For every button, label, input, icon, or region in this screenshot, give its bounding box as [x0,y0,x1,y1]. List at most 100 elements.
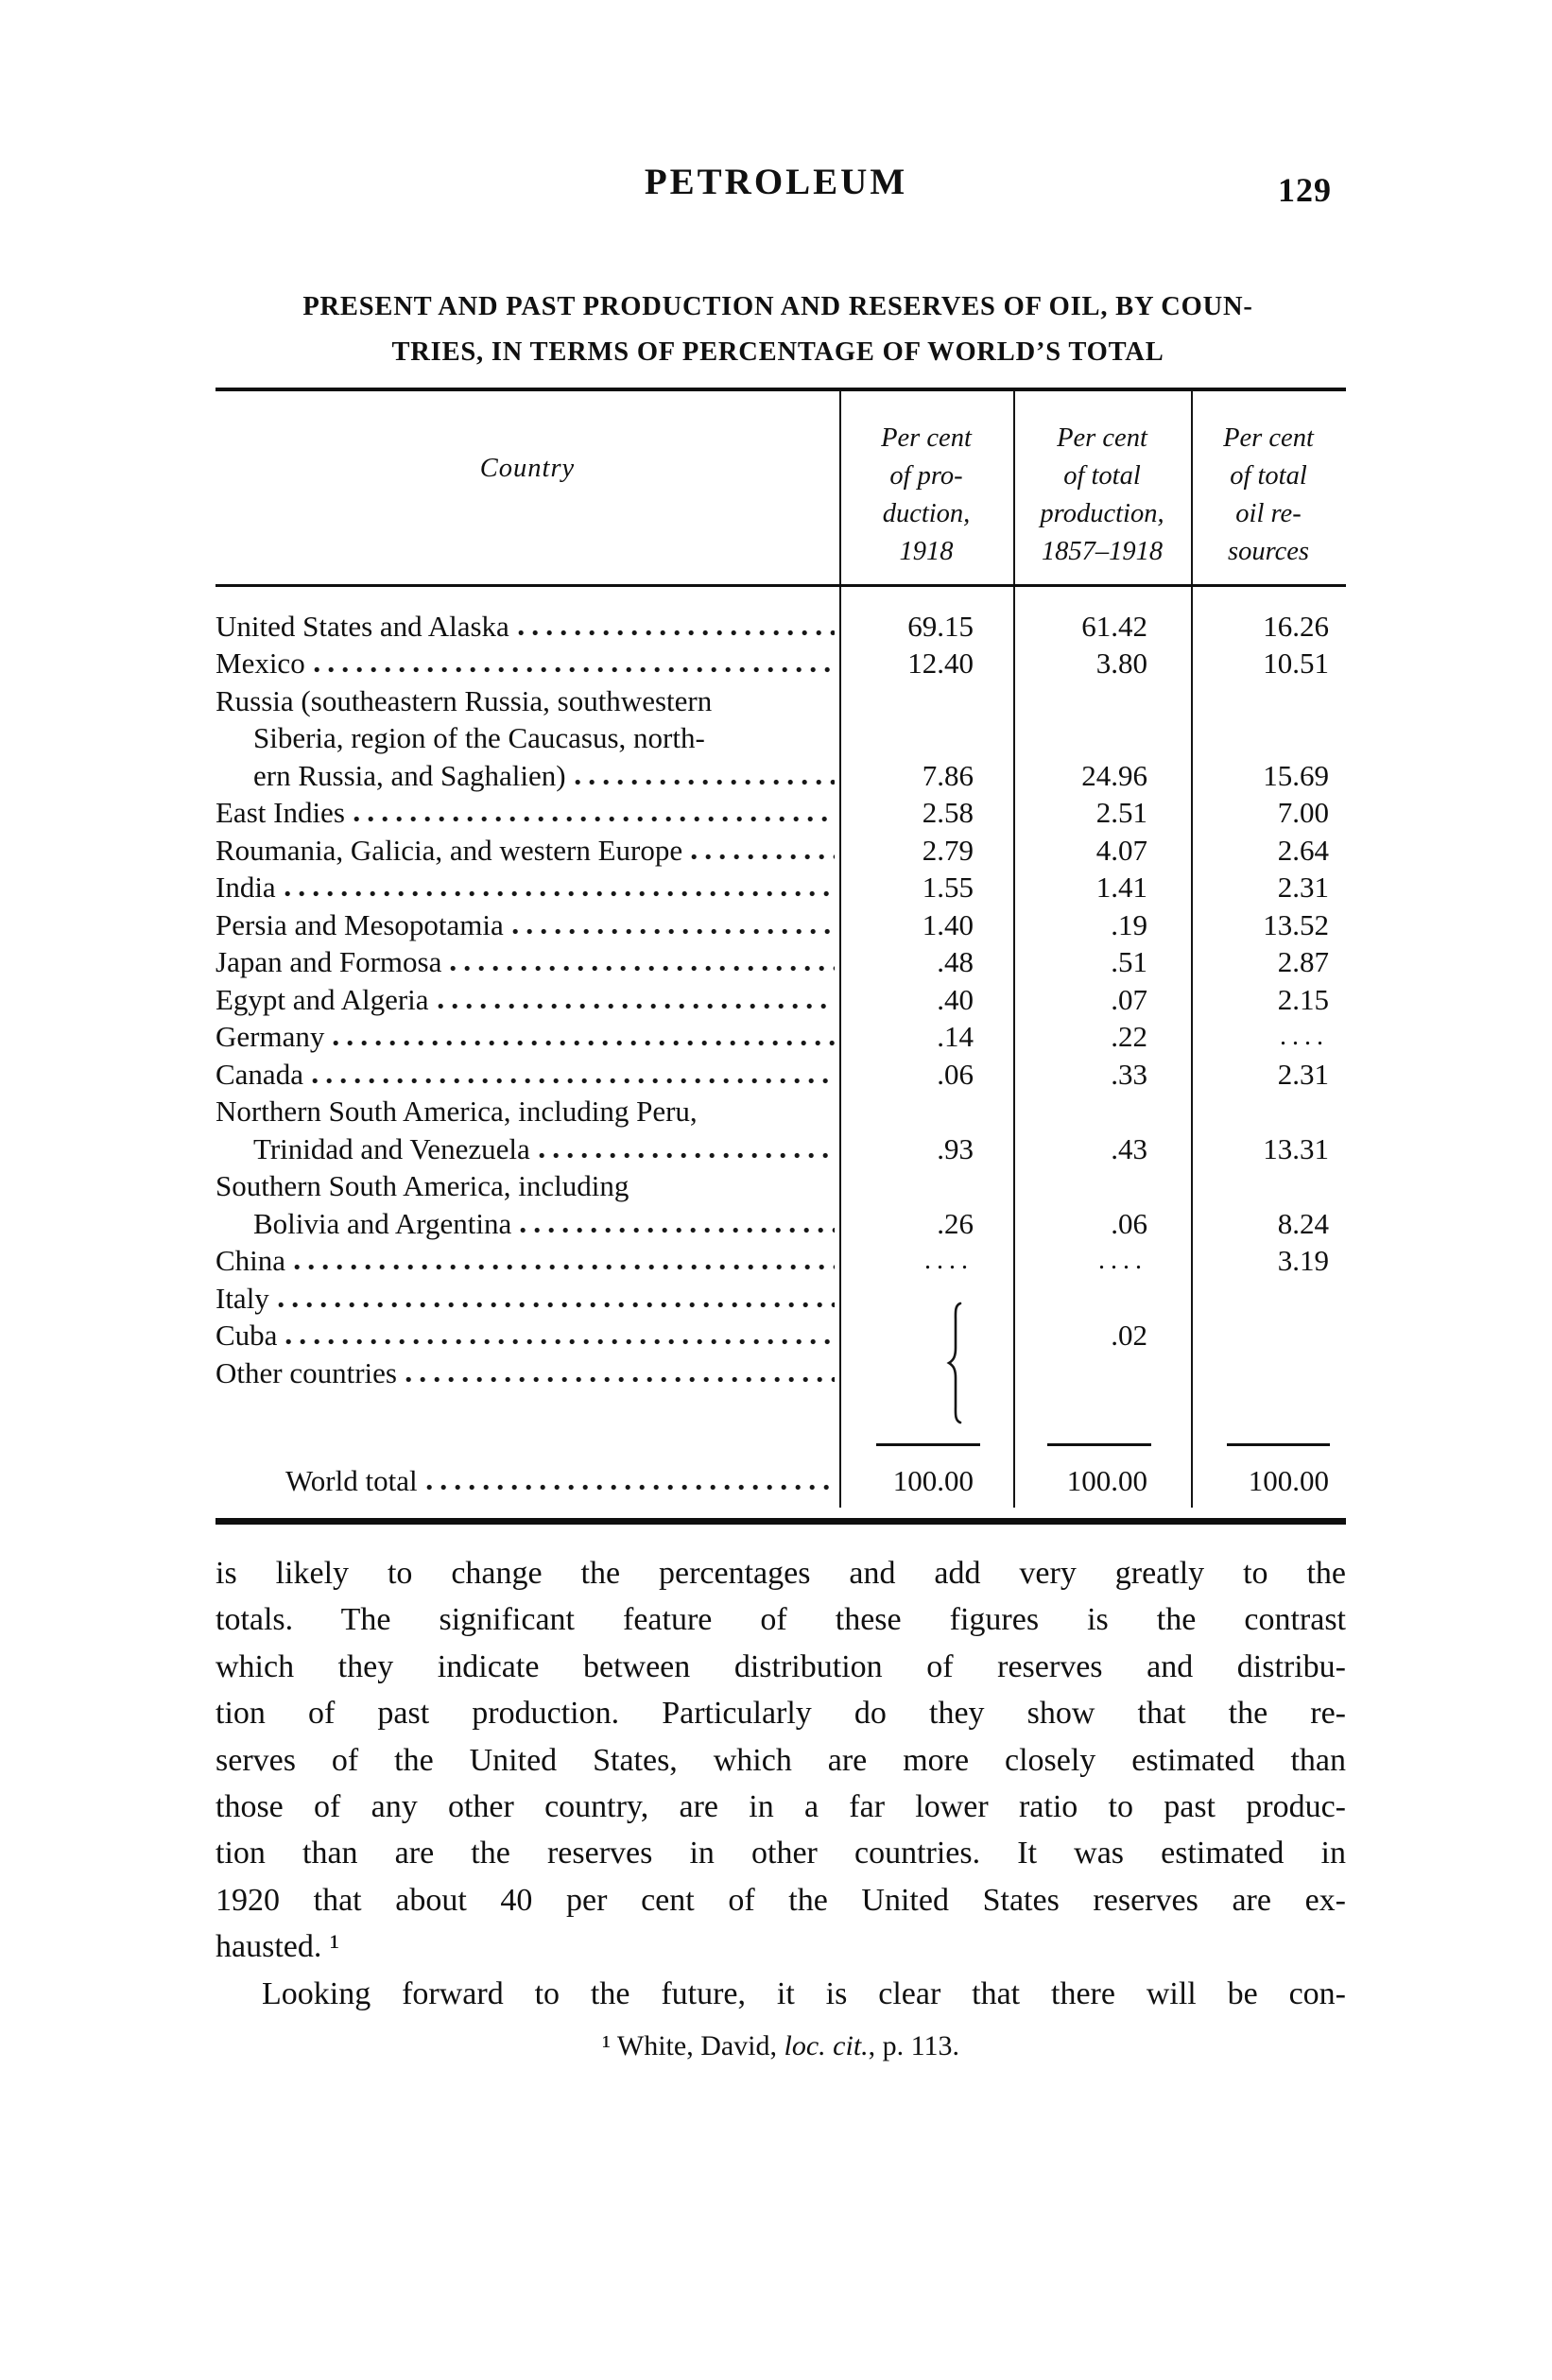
country-label: Roumania, Galicia, and western Europe [216,833,683,867]
cell-country: Persia and Mesopotamia [216,908,839,942]
cell-country: Germany [216,1020,839,1054]
header-line: of pro- [889,461,963,491]
table-row: Cuba .02 [216,1318,1346,1355]
column-header-country: Country [479,454,576,483]
cell-oil-resources: 10.51 [1263,647,1329,681]
total-rule-col2 [1047,1443,1151,1446]
cell-total-production: .07 [1111,982,1147,1016]
header-line: 1918 [899,537,954,566]
cell-production-1918: 69.15 [907,609,974,643]
country-label: Other countries [216,1355,397,1389]
header-line: sources [1227,537,1309,566]
cell-oil-resources: 100.00 [1248,1463,1329,1497]
cell-oil-resources: 15.69 [1263,758,1329,792]
country-label: Germany [216,1020,325,1054]
paragraph-2: Looking forward to the future, it is cle… [216,1971,1346,2017]
cell-production-1918: 1.55 [922,871,974,905]
text-line: 1920 that about 40 per cent of the Unite… [216,1882,1346,1918]
cell-oil-resources: 3.19 [1277,1244,1329,1278]
cell-total-production: .43 [1111,1131,1147,1165]
cell-oil-resources: 2.87 [1277,945,1329,979]
table-row: Egypt and Algeria .40 .07 2.15 [216,981,1346,1019]
cell-production-1918: .06 [937,1057,974,1091]
dot-leader [333,1039,835,1048]
header-line: Per cent [1223,423,1314,453]
cell-total-production: .06 [1111,1206,1147,1240]
cell-country: Siberia, region of the Caucasus, north- [216,721,839,755]
header-line: of total [1063,461,1141,491]
cell-country: Japan and Formosa [216,945,839,979]
table-row: Northern South America, including Peru, [216,1094,1346,1131]
cell-country: Mexico [216,647,839,681]
cell-country: Southern South America, including [216,1169,839,1203]
country-label: Mexico [216,647,305,681]
table-top-rule [216,388,1346,391]
dot-leader [405,1374,835,1384]
table-header-row: Country Per cent of pro- duction, 1918 P… [216,391,1346,584]
cell-total-production: .... [1098,1246,1147,1276]
cell-production-1918: 2.58 [922,796,974,830]
dot-leader [691,852,835,861]
cell-total-production: .22 [1111,1020,1147,1054]
table-total-row: World total 100.00 100.00 100.00 [216,1462,1346,1500]
column-divider-1 [839,390,841,1508]
total-rule-col1 [876,1443,980,1446]
cell-oil-resources: .... [1280,1022,1329,1052]
table-row: China .... .... 3.19 [216,1243,1346,1281]
cell-production-1918: 7.86 [922,758,974,792]
table-header-rule [216,584,1346,587]
cell-total-production: 1.41 [1095,871,1147,905]
table-row: Japan and Formosa .48 .51 2.87 [216,944,1346,982]
cell-country: Egypt and Algeria [216,983,839,1017]
cell-country: India [216,871,839,905]
table-row: Russia (southeastern Russia, southwester… [216,682,1346,720]
cell-production-1918: .40 [937,982,974,1016]
table-caption-line2: TRIES, IN TERMS OF PERCENTAGE OF WORLD’S… [391,337,1164,367]
text-line: is likely to change the percentages and … [216,1556,1346,1591]
running-head: PETROLEUM [644,162,908,202]
country-label: United States and Alaska [216,609,509,643]
dot-leader [450,964,835,974]
cell-production-1918: .93 [937,1131,974,1165]
cell-oil-resources: 2.31 [1277,871,1329,905]
country-label: Southern South America, including [216,1169,629,1203]
table-row: United States and Alaska 69.15 61.42 16.… [216,608,1346,646]
cell-oil-resources: 2.64 [1277,833,1329,867]
table-row: Persia and Mesopotamia 1.40 .19 13.52 [216,906,1346,944]
country-label: Italy [216,1281,269,1315]
table-row: Bolivia and Argentina .26 .06 8.24 [216,1205,1346,1243]
country-label: China [216,1244,286,1278]
country-label: Siberia, region of the Caucasus, north- [253,721,705,755]
cell-oil-resources: 7.00 [1277,796,1329,830]
cell-total-production: 4.07 [1095,833,1147,867]
cell-country: Northern South America, including Peru, [216,1095,839,1129]
header-line: of total [1230,461,1307,491]
cell-production-1918: .14 [937,1020,974,1054]
footnote-page: , p. 113. [868,2030,960,2061]
column-header-oil-resources: Per cent of total oil re- sources [1191,391,1346,584]
cell-oil-resources: 2.15 [1277,982,1329,1016]
oil-production-table: Country Per cent of pro- duction, 1918 P… [216,388,1346,1527]
dot-leader [538,1150,835,1160]
cell-oil-resources: 2.31 [1277,1057,1329,1091]
country-label: Bolivia and Argentina [253,1206,512,1240]
country-label: Russia (southeastern Russia, southwester… [216,683,713,717]
cell-total-production: .33 [1111,1057,1147,1091]
country-label: Persia and Mesopotamia [216,907,504,941]
cell-country: Canada [216,1058,839,1092]
cell-country: Roumania, Galicia, and western Europe [216,834,839,868]
country-label: Northern South America, including Peru, [216,1095,698,1129]
cell-production-1918: 12.40 [907,647,974,681]
cell-production-1918: .... [924,1246,974,1276]
footnote-text: ¹ White, David, [601,2030,785,2061]
cell-total-production: .51 [1111,945,1147,979]
cell-oil-resources: 8.24 [1277,1206,1329,1240]
dot-leader [425,1482,835,1492]
dot-leader [437,1001,835,1010]
table-row: ern Russia, and Saghalien) 7.86 24.96 15… [216,757,1346,795]
cell-total-production: 61.42 [1081,609,1147,643]
dot-leader [517,628,835,637]
table-row: East Indies 2.58 2.51 7.00 [216,795,1346,833]
cell-production-1918: .26 [937,1206,974,1240]
